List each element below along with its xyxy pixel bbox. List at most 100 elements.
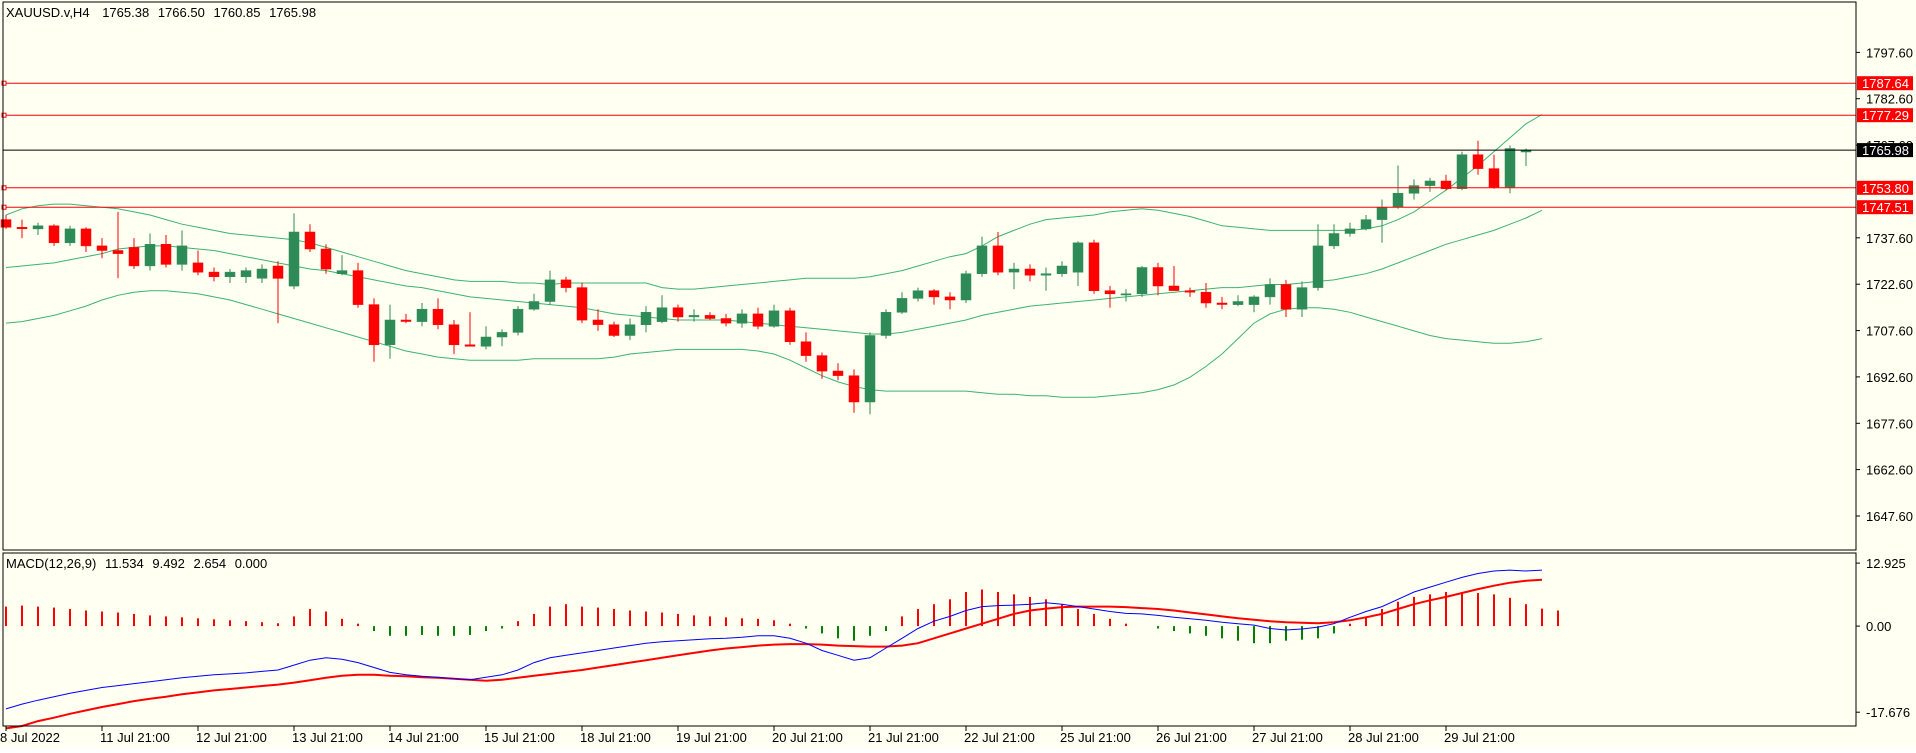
candle-body: [864, 335, 876, 403]
macd-label: MACD(12,26,9): [6, 556, 96, 571]
candle-body: [1296, 287, 1308, 310]
candle-body: [1088, 242, 1100, 291]
bollinger-upper-line: [5, 114, 1543, 290]
candle: [352, 262, 364, 308]
macd-value-2: 9.492: [152, 556, 185, 571]
candle-body: [352, 270, 364, 305]
candle-body: [1312, 245, 1324, 288]
candle: [128, 238, 140, 269]
candle-body: [912, 290, 924, 299]
candle-body: [448, 324, 460, 346]
candle-body: [1264, 284, 1276, 298]
candle-body: [496, 332, 508, 338]
candle-body: [1456, 154, 1468, 189]
candle: [1360, 215, 1372, 231]
candle-body: [336, 270, 348, 274]
candle: [624, 318, 636, 341]
candle: [544, 270, 556, 305]
level-price-label: 1747.51: [1862, 200, 1909, 215]
candle: [288, 213, 300, 290]
symbol-header: XAUUSD.v,H4 1765.38 1766.50 1760.85 1765…: [6, 5, 316, 20]
time-tick-label: 19 Jul 21:00: [676, 730, 747, 745]
candle-body: [1472, 154, 1484, 169]
price-tick-label: 1737.60: [1866, 231, 1913, 246]
candle-body: [32, 225, 44, 230]
candle: [192, 250, 204, 276]
candle: [1184, 287, 1196, 297]
candle-body: [704, 315, 716, 319]
candle: [160, 235, 172, 268]
candle: [992, 232, 1004, 276]
candle: [336, 255, 348, 276]
time-tick-label: 20 Jul 21:00: [772, 730, 843, 745]
candle-body: [224, 271, 236, 277]
candle: [1248, 295, 1260, 313]
candle: [432, 298, 444, 330]
price-tick-label: 1782.60: [1866, 92, 1913, 107]
time-tick-label: 25 Jul 21:00: [1060, 730, 1131, 745]
candle: [480, 326, 492, 350]
candle: [1104, 286, 1116, 308]
price-tick-label: 1722.60: [1866, 277, 1913, 292]
candle-body: [1008, 268, 1020, 273]
candle-body: [176, 245, 188, 265]
candle: [656, 295, 668, 324]
macd-signal-line: [5, 578, 1543, 730]
macd-lines: [5, 569, 1543, 730]
candle-body: [320, 248, 332, 270]
candle-body: [544, 279, 556, 302]
candle-body: [128, 247, 140, 267]
candle: [272, 261, 284, 324]
time-tick-label: 15 Jul 21:00: [484, 730, 555, 745]
candle: [672, 304, 684, 322]
level-price-label: 1787.64: [1862, 76, 1909, 91]
candle-body: [1488, 168, 1500, 188]
candle-body: [112, 250, 124, 254]
candle: [1504, 145, 1516, 194]
candle: [1280, 279, 1292, 317]
candle-body: [96, 245, 108, 251]
price-tick-label: 1647.60: [1866, 509, 1913, 524]
price-panel: 1787.64 1777.29 1753.80 1747.51 1797.60 1782.…: [0, 1, 1913, 551]
candle-body: [1072, 242, 1084, 273]
candle: [1040, 267, 1052, 291]
candle: [416, 303, 428, 327]
candle-body: [1392, 193, 1404, 208]
candle: [1456, 151, 1468, 191]
candle-body: [432, 308, 444, 325]
candle-body: [1360, 219, 1372, 230]
candle-body: [576, 287, 588, 321]
candle-body: [992, 245, 1004, 273]
candle-body: [816, 355, 828, 372]
candle-body: [1232, 301, 1244, 305]
candle-body: [304, 231, 316, 250]
candle: [608, 321, 620, 337]
candle-body: [512, 308, 524, 333]
candle-body: [560, 279, 572, 288]
time-tick-label: 8 Jul 2022: [0, 730, 60, 745]
candle: [896, 292, 908, 314]
candle: [832, 363, 844, 381]
macd-value-4: 0.000: [235, 556, 268, 571]
candle: [928, 289, 940, 305]
open-value: 1765.38: [102, 5, 149, 20]
candle-body: [1344, 228, 1356, 234]
macd-tick-label: 0.00: [1866, 619, 1891, 634]
candle-body: [752, 313, 764, 327]
candle: [256, 264, 268, 283]
candle: [240, 267, 252, 283]
candle: [496, 329, 508, 347]
candle-body: [1104, 290, 1116, 295]
candle-body: [928, 290, 940, 298]
candle-body: [736, 313, 748, 324]
candle-body: [976, 245, 988, 274]
candle-body: [480, 336, 492, 347]
time-tick-label: 11 Jul 21:00: [100, 730, 170, 745]
horizontal-levels: [1, 80, 1856, 210]
candle: [1328, 224, 1340, 249]
candle: [976, 236, 988, 277]
candle: [880, 309, 892, 339]
candle: [1472, 140, 1484, 175]
